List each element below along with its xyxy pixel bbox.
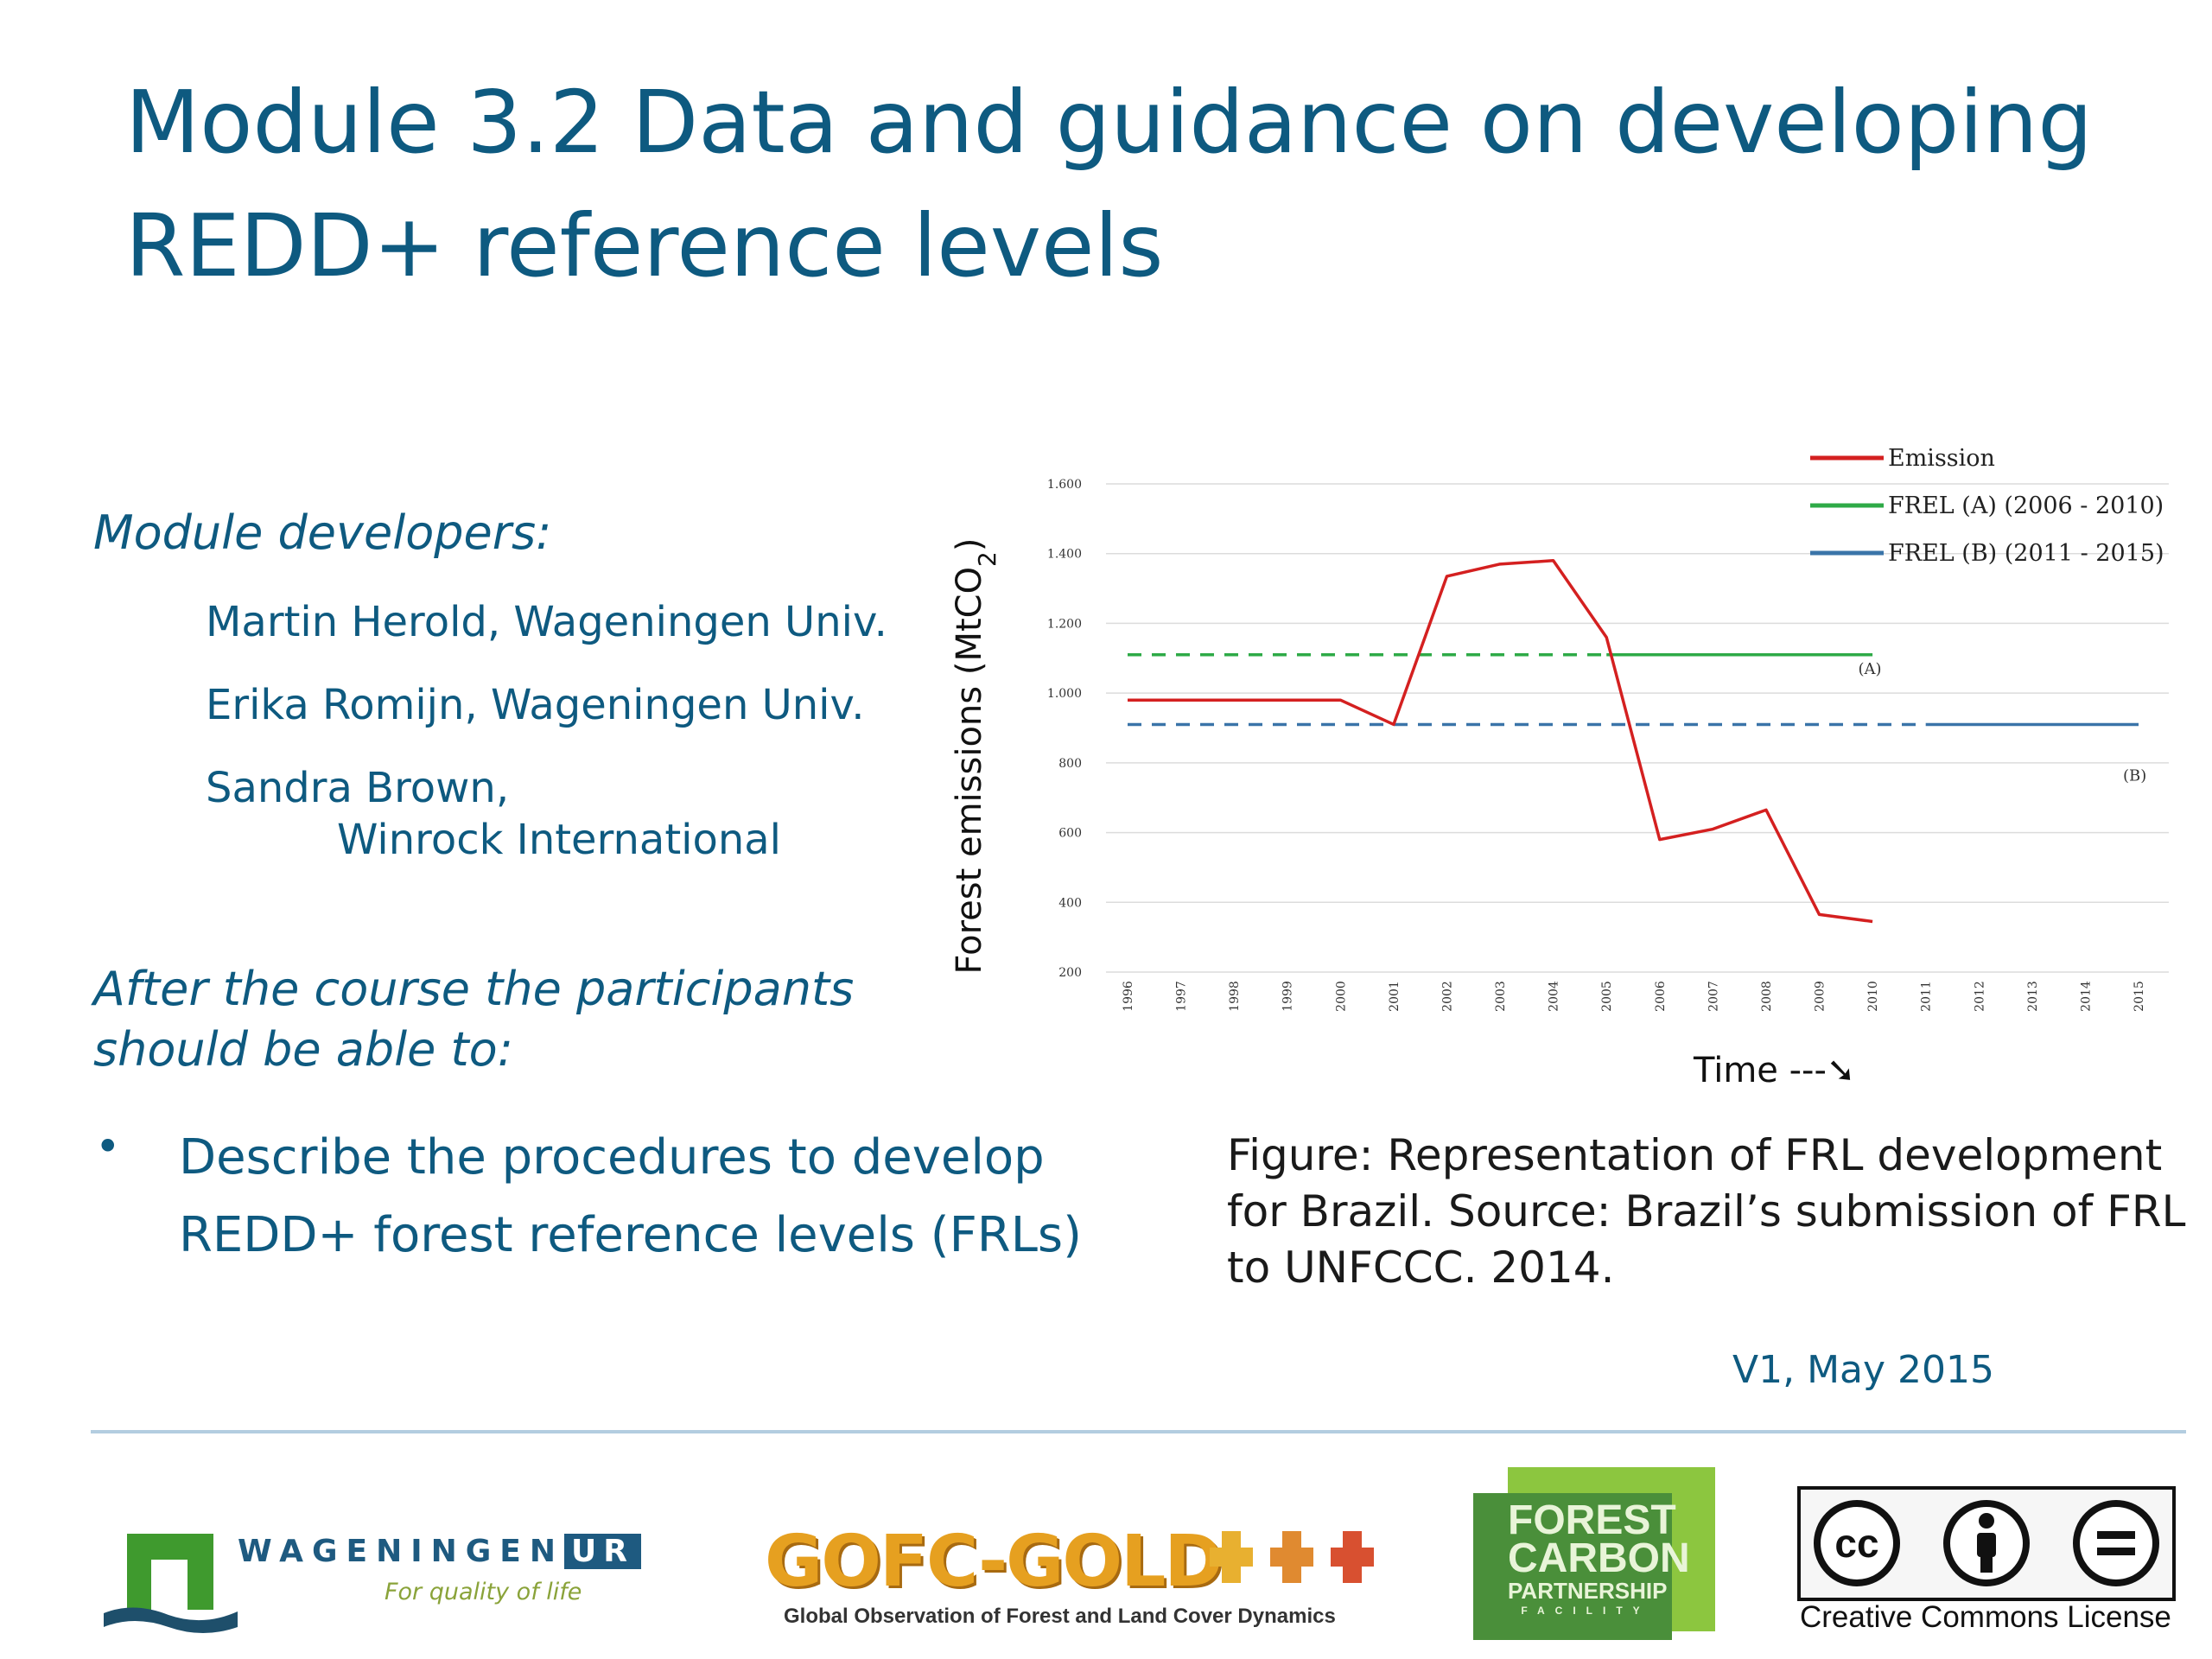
- x-tick-label: 2011: [1920, 981, 1934, 1012]
- objective-bullet: Describe the procedures to develop REDD+…: [179, 1129, 1082, 1263]
- x-tick-label: 2012: [1973, 981, 1986, 1012]
- gofc-gold-logo: GOFC-GOLD Global Observation of Forest a…: [765, 1521, 1404, 1633]
- y-tick-label: 1.600: [1047, 478, 1082, 492]
- developer-name: Martin Herold, Wageningen Univ.: [206, 598, 887, 646]
- cc-icon: cc: [1814, 1500, 1900, 1586]
- wageningen-wordmark: WAGENINGEN: [238, 1534, 565, 1569]
- chart-legend: Emission FREL (A) (2006 - 2010) FREL (B) (…: [1810, 445, 2164, 567]
- x-tick-label: 1996: [1122, 981, 1135, 1012]
- chart-series: [1128, 559, 2139, 924]
- fcpf-line: CARBON: [1508, 1535, 1690, 1581]
- nd-icon: [2073, 1500, 2159, 1586]
- slide-title: Module 3.2 Data and guidance on developi…: [125, 72, 2093, 296]
- x-tick-label: 2000: [1334, 981, 1348, 1012]
- y-tick-label: 600: [1058, 827, 1082, 841]
- legend-entry: FREL (A) (2006 - 2010): [1888, 493, 2164, 519]
- chart-grid: [1106, 483, 2169, 973]
- chart-annotations: (A) (B): [1859, 660, 2147, 785]
- cc-license[interactable]: cc Creative Commons License: [1797, 1486, 2177, 1637]
- cc-badge-frame: cc: [1797, 1486, 2176, 1601]
- x-tick-label: 2007: [1707, 981, 1720, 1012]
- cc-license-label: Creative Commons License: [1800, 1600, 2171, 1634]
- version-label: V1, May 2015: [1732, 1348, 1994, 1392]
- y-tick-label: 400: [1058, 896, 1082, 910]
- cc-badges: cc: [1814, 1500, 2159, 1586]
- x-tick-label: 2008: [1760, 981, 1774, 1012]
- figure-caption: Figure: Representation of FRL developmen…: [1227, 1130, 2186, 1293]
- wageningen-logo: WAGENINGEN UR For quality of life: [99, 1525, 696, 1633]
- x-tick-label: 1999: [1281, 981, 1295, 1012]
- wageningen-tagline: For quality of life: [385, 1579, 582, 1605]
- y-tick-label: 800: [1058, 757, 1082, 771]
- x-tick-label: 2014: [2079, 981, 2093, 1012]
- fcpf-line: PARTNERSHIP: [1508, 1578, 1668, 1604]
- legend-entry: FREL (B) (2011 - 2015): [1888, 540, 2164, 567]
- x-tick-label: 2015: [2133, 981, 2146, 1012]
- x-tick-label: 2001: [1388, 981, 1402, 1012]
- x-tick-label: 2013: [2026, 981, 2040, 1012]
- developer-name: Erika Romijn, Wageningen Univ.: [206, 681, 865, 729]
- x-axis-ticks: 1996 1997 1998 1999 2000 2001 2002 2003 2004 2005…: [1122, 981, 2146, 1012]
- legend-entry: Emission: [1888, 445, 1995, 472]
- x-tick-label: 2006: [1654, 981, 1668, 1012]
- annotation-a: (A): [1859, 660, 1882, 678]
- footer-divider: [91, 1430, 2186, 1433]
- gofc-gold-tagline: Global Observation of Forest and Land Co…: [784, 1605, 1336, 1628]
- objectives-heading: After the course the participants should…: [93, 962, 855, 1077]
- x-tick-label: 2010: [1866, 981, 1880, 1012]
- x-tick-label: 2004: [1548, 981, 1561, 1012]
- fcpf-line: FACILITY: [1521, 1605, 1650, 1617]
- wageningen-emblem-icon: [104, 1534, 238, 1633]
- svg-text:cc: cc: [1834, 1521, 1878, 1566]
- y-tick-label: 1.400: [1047, 548, 1082, 562]
- x-tick-label: 1997: [1175, 981, 1189, 1012]
- emission-line: [1128, 559, 1873, 924]
- bullet-icon: •: [95, 1122, 121, 1172]
- y-axis-ticks: 1.600 1.400 1.200 1.000 800 600 400 200: [1047, 478, 1082, 980]
- gofc-crosses-icon: [1210, 1531, 1374, 1583]
- x-tick-label: 2002: [1440, 981, 1454, 1012]
- y-tick-label: 1.000: [1047, 687, 1082, 701]
- developer-organization: Winrock International: [337, 816, 782, 864]
- fcpf-logo: FOREST CARBON PARTNERSHIP FACILITY: [1473, 1467, 1715, 1640]
- fcpf-line: FOREST: [1508, 1497, 1676, 1543]
- developer-name: Sandra Brown,: [206, 764, 510, 812]
- ur-wordmark: UR: [564, 1534, 641, 1569]
- annotation-b: (B): [2123, 766, 2146, 785]
- x-tick-label: 2005: [1600, 981, 1614, 1012]
- y-tick-label: 1.200: [1047, 617, 1082, 631]
- x-tick-label: 2009: [1814, 981, 1827, 1012]
- developers-heading: Module developers:: [93, 505, 552, 560]
- y-axis-label: Forest emissions (MtCO2): [950, 538, 1001, 975]
- x-tick-label: 2003: [1494, 981, 1508, 1012]
- x-axis-label: Time ---➘: [1693, 1051, 1855, 1090]
- y-tick-label: 200: [1058, 966, 1082, 980]
- by-icon: [1943, 1500, 2030, 1586]
- x-tick-label: 1998: [1228, 981, 1242, 1012]
- gofc-gold-wordmark: GOFC-GOLD: [765, 1521, 1223, 1603]
